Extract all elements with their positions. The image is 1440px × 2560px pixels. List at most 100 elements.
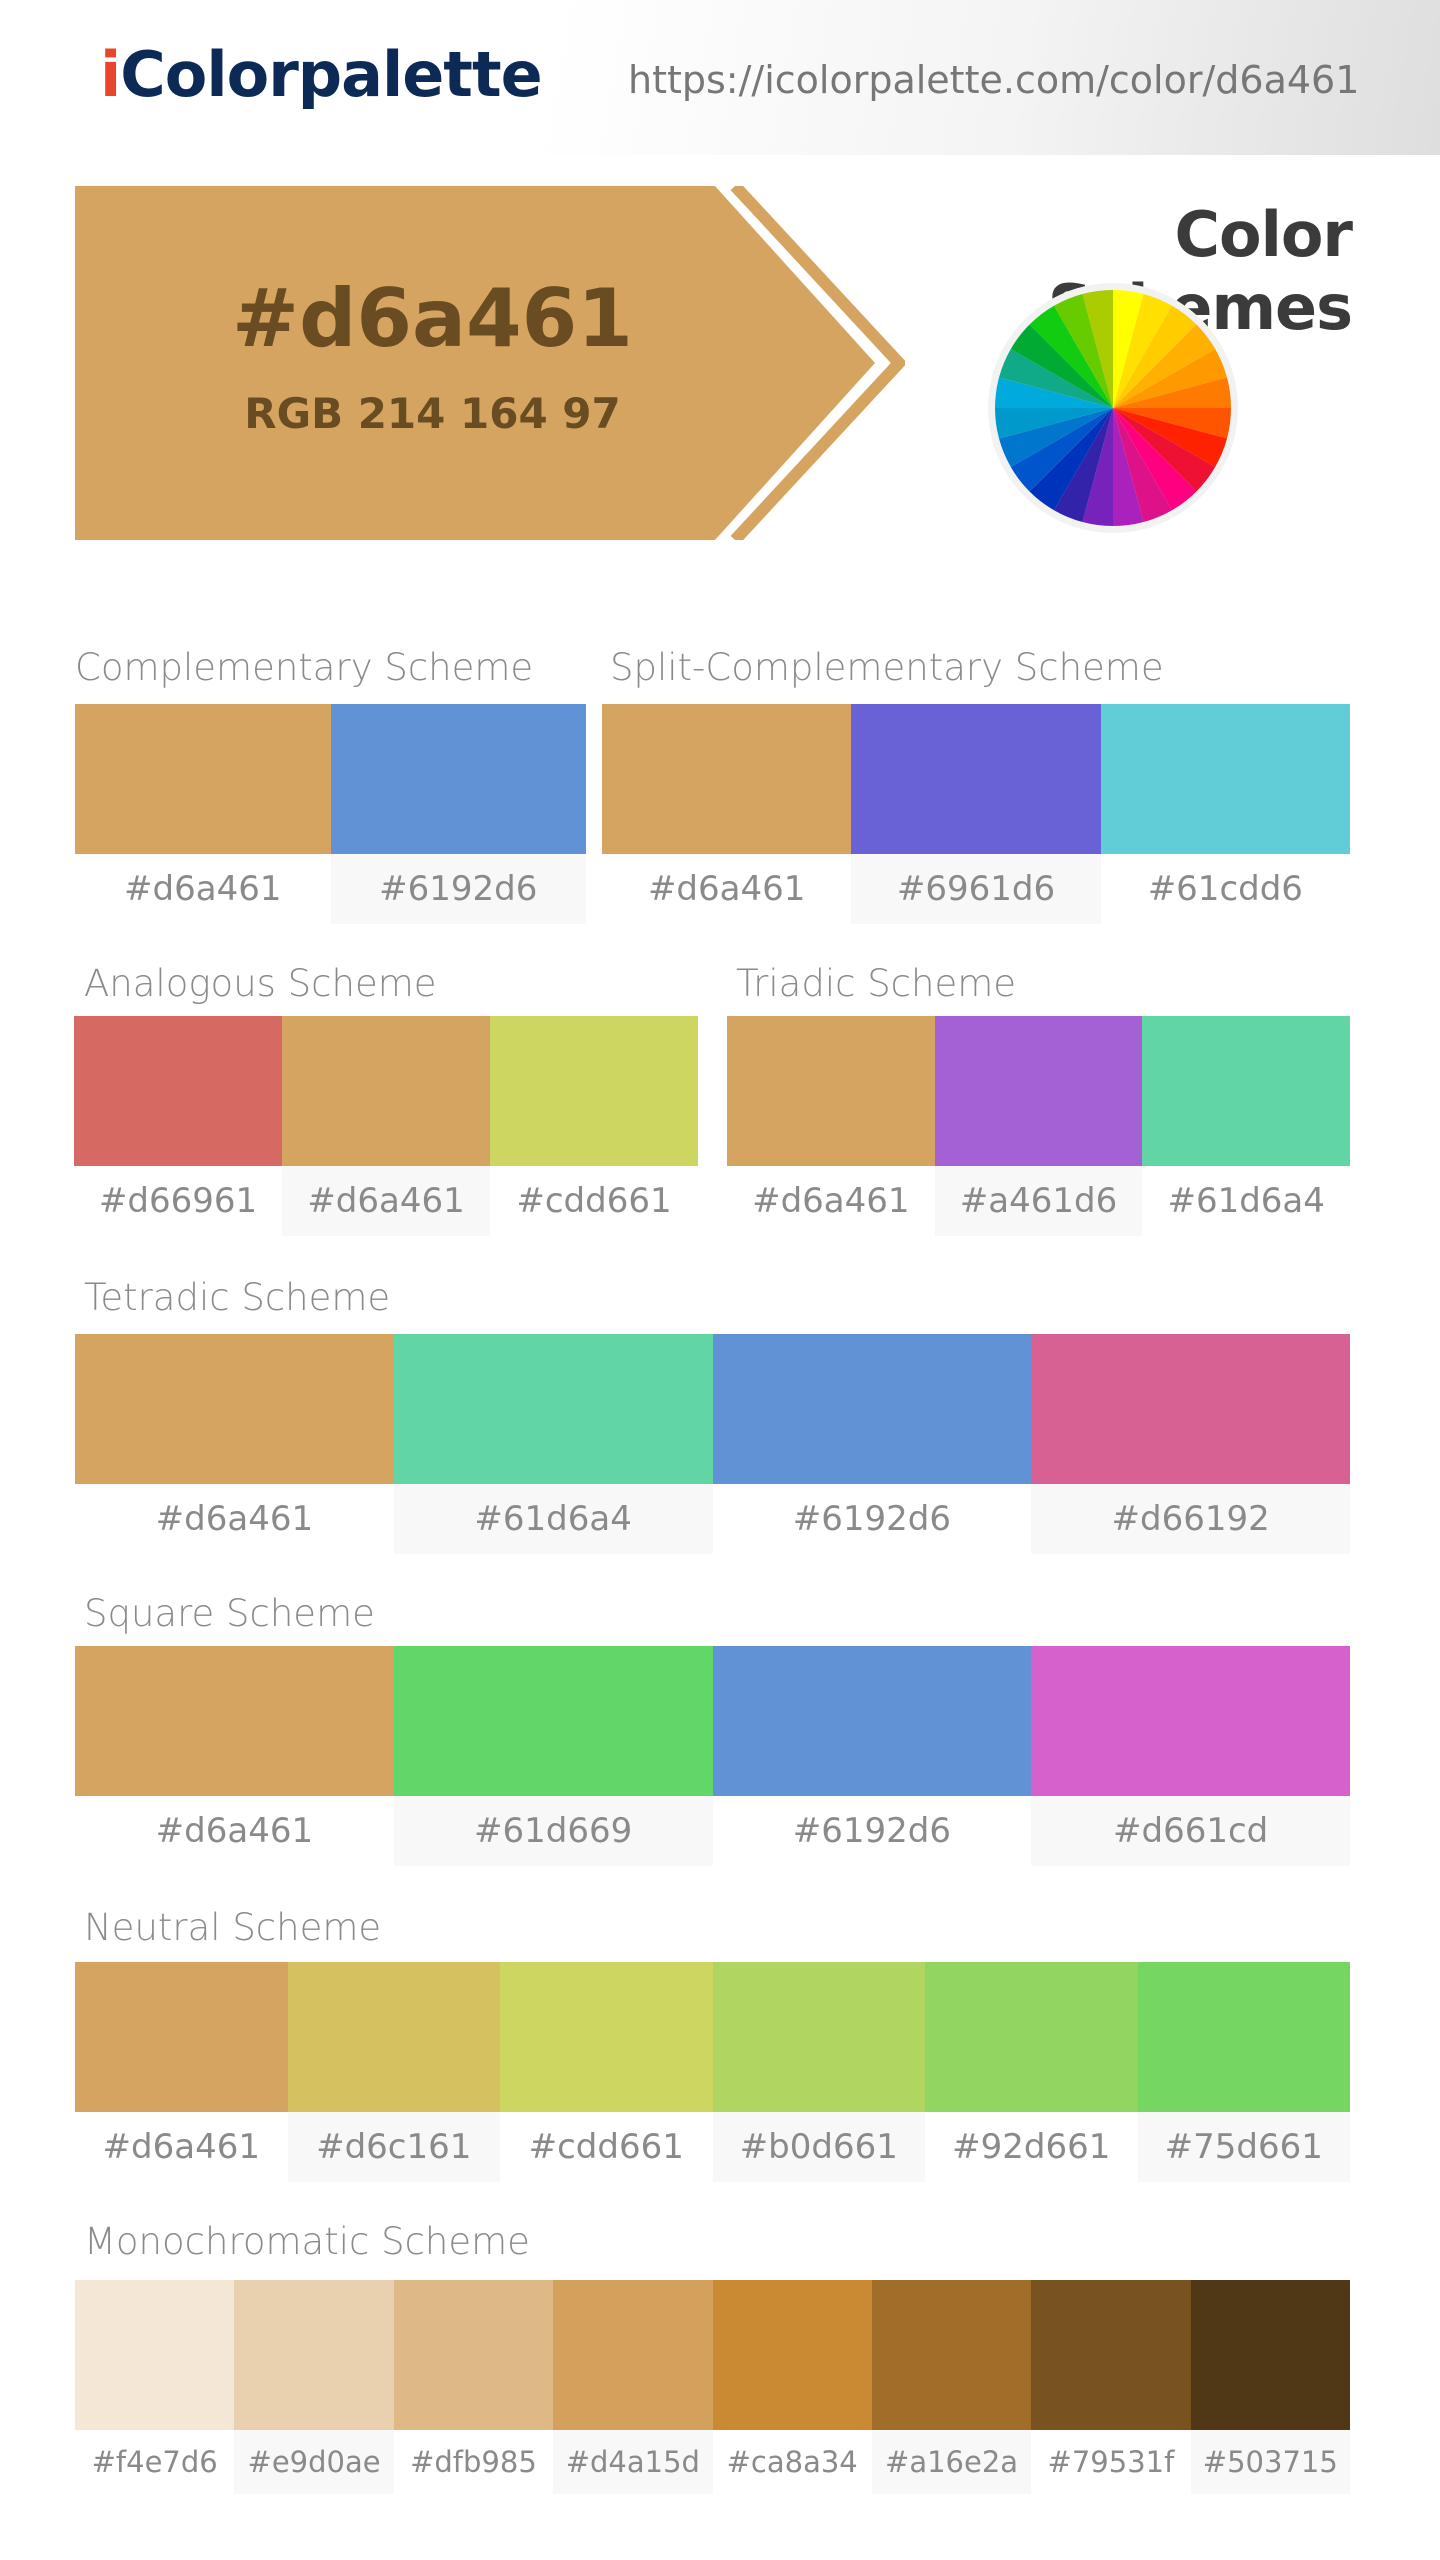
- color-wheel-icon: [988, 283, 1238, 533]
- label-row: #d6a461 #a461d6 #61d6a4: [727, 1166, 1350, 1236]
- color-swatch[interactable]: [1100, 704, 1350, 854]
- color-hex-label[interactable]: #a16e2a: [871, 2430, 1032, 2494]
- swatch-row: [74, 1016, 698, 1166]
- label-row: #d6a461 #6961d6 #61cdd6: [602, 854, 1350, 924]
- color-hex-label[interactable]: #d6a461: [752, 1181, 910, 1221]
- wheel-segment: [1010, 324, 1113, 408]
- color-swatch[interactable]: [234, 2280, 394, 2430]
- color-hex-label[interactable]: #75d661: [1137, 2112, 1350, 2182]
- color-hex-label[interactable]: #503715: [1190, 2430, 1350, 2494]
- wheel-segment: [1029, 408, 1113, 511]
- color-hex-label[interactable]: #61d669: [393, 1796, 713, 1866]
- swatch-row: [727, 1016, 1351, 1166]
- color-hex-label[interactable]: #92d661: [952, 2127, 1111, 2167]
- color-swatch[interactable]: [934, 1016, 1143, 1166]
- color-swatch[interactable]: [393, 1646, 713, 1796]
- label-row: #f4e7d6 #e9d0ae #dfb985 #d4a15d #ca8a34 #a16e…: [75, 2430, 1350, 2494]
- site-logo[interactable]: iColorpalette: [100, 38, 543, 111]
- color-hex-label[interactable]: #cdd661: [528, 2127, 684, 2167]
- wheel-segment: [1113, 408, 1172, 522]
- color-swatch[interactable]: [1031, 1646, 1350, 1796]
- color-swatch[interactable]: [871, 2280, 1032, 2430]
- scheme-title: Complementary Scheme: [75, 646, 534, 689]
- color-hex-label[interactable]: #ca8a34: [726, 2445, 858, 2479]
- color-swatch[interactable]: [75, 1646, 394, 1796]
- swatch-row: [75, 2280, 1350, 2430]
- color-hex-label[interactable]: #61d6a4: [393, 1484, 713, 1554]
- color-hex-label[interactable]: #d6a461: [282, 1166, 490, 1236]
- wheel-segment: [1113, 305, 1197, 408]
- color-hex-label[interactable]: #e9d0ae: [234, 2430, 394, 2494]
- wheel-segment: [1113, 408, 1216, 492]
- color-swatch[interactable]: [1137, 1962, 1350, 2112]
- wheel-segment: [995, 377, 1113, 408]
- color-swatch[interactable]: [74, 1016, 282, 1166]
- wheel-segment: [1054, 294, 1113, 408]
- color-swatch[interactable]: [490, 1016, 698, 1166]
- color-swatch[interactable]: [712, 1962, 925, 2112]
- wheel-segment: [1113, 290, 1144, 408]
- color-hex-label[interactable]: #cdd661: [516, 1181, 672, 1221]
- color-hex-label[interactable]: #d66192: [1031, 1484, 1350, 1554]
- color-swatch[interactable]: [500, 1962, 713, 2112]
- color-hex-label[interactable]: #61cdd6: [1147, 869, 1303, 909]
- color-hex-label[interactable]: #61d6a4: [1167, 1181, 1325, 1221]
- color-swatch[interactable]: [712, 2280, 872, 2430]
- scheme-title: Analogous Scheme: [84, 962, 437, 1005]
- color-swatch[interactable]: [851, 704, 1101, 854]
- color-hex-label[interactable]: #d661cd: [1031, 1796, 1350, 1866]
- color-swatch[interactable]: [1031, 2280, 1191, 2430]
- color-hex-label[interactable]: #6192d6: [330, 854, 586, 924]
- wheel-segment: [999, 349, 1113, 408]
- color-swatch[interactable]: [727, 1016, 935, 1166]
- swatch-row: [602, 704, 1350, 854]
- color-hex-label[interactable]: #d4a15d: [553, 2430, 713, 2494]
- swatch-row: [75, 1962, 1350, 2112]
- color-swatch[interactable]: [287, 1962, 500, 2112]
- color-swatch[interactable]: [1031, 1334, 1350, 1484]
- color-swatch[interactable]: [75, 704, 331, 854]
- color-hex-label[interactable]: #f4e7d6: [91, 2445, 218, 2479]
- color-swatch[interactable]: [393, 2280, 554, 2430]
- color-swatch[interactable]: [712, 1334, 1032, 1484]
- color-hex-label[interactable]: #79531f: [1047, 2445, 1175, 2479]
- color-swatch[interactable]: [330, 704, 586, 854]
- color-swatch[interactable]: [75, 1334, 394, 1484]
- hero-banner: #d6a461 RGB 214 164 97: [75, 186, 905, 540]
- color-swatch[interactable]: [75, 2280, 235, 2430]
- label-row: #d6a461 #d6c161 #cdd661 #b0d661 #92d661 #75d6…: [75, 2112, 1350, 2182]
- color-hex-label[interactable]: #b0d661: [712, 2112, 925, 2182]
- color-swatch[interactable]: [925, 1962, 1138, 2112]
- wheel-segment: [1113, 377, 1231, 408]
- color-hex-label[interactable]: #d6a461: [155, 1811, 314, 1851]
- scheme-title: Square Scheme: [84, 1592, 375, 1635]
- color-swatch[interactable]: [75, 1962, 288, 2112]
- color-swatch[interactable]: [712, 1646, 1032, 1796]
- swatch-row: [75, 704, 586, 854]
- color-hex-label[interactable]: #d6a461: [102, 2127, 260, 2167]
- color-swatch[interactable]: [602, 704, 852, 854]
- color-hex-label[interactable]: #a461d6: [934, 1166, 1143, 1236]
- scheme-title: Triadic Scheme: [736, 962, 1017, 1005]
- color-hex-label[interactable]: #6192d6: [792, 1499, 951, 1539]
- color-hex-label[interactable]: #6192d6: [792, 1811, 951, 1851]
- color-hex-label[interactable]: #6961d6: [851, 854, 1101, 924]
- scheme-title: Neutral Scheme: [84, 1906, 382, 1949]
- color-hex-label[interactable]: #dfb985: [410, 2445, 537, 2479]
- swatch-row: [75, 1646, 1350, 1796]
- color-hex-label[interactable]: #d66961: [98, 1181, 258, 1221]
- color-hex-label[interactable]: #d6a461: [155, 1499, 314, 1539]
- page-url: https://icolorpalette.com/color/d6a461: [628, 58, 1360, 102]
- color-swatch[interactable]: [1190, 2280, 1350, 2430]
- color-hex-label[interactable]: #d6a461: [124, 869, 282, 909]
- scheme-title: Tetradic Scheme: [84, 1276, 391, 1319]
- hero-rgb-value: RGB 214 164 97: [244, 389, 621, 438]
- label-row: #d6a461 #61d669 #6192d6 #d661cd: [75, 1796, 1350, 1866]
- header-background: [0, 0, 1440, 155]
- color-swatch[interactable]: [553, 2280, 713, 2430]
- color-swatch[interactable]: [393, 1334, 713, 1484]
- color-hex-label[interactable]: #d6a461: [647, 869, 806, 909]
- color-hex-label[interactable]: #d6c161: [287, 2112, 500, 2182]
- color-swatch[interactable]: [282, 1016, 490, 1166]
- color-swatch[interactable]: [1142, 1016, 1351, 1166]
